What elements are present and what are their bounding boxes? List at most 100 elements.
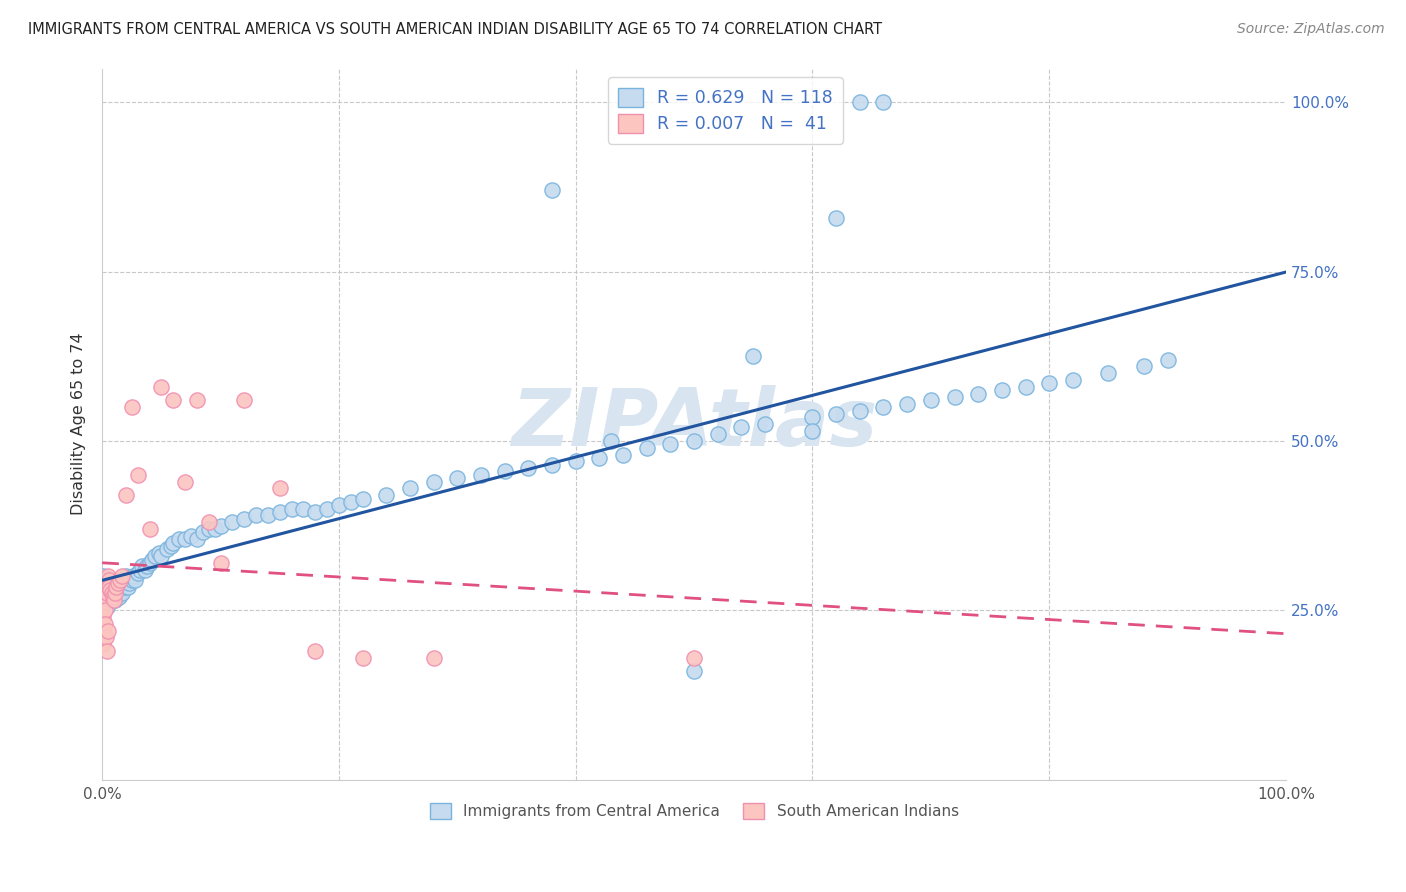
Point — [118, 576, 141, 591]
Point — [257, 508, 280, 523]
Point — [612, 448, 634, 462]
Point — [422, 475, 444, 489]
Point — [209, 556, 232, 570]
Point — [1062, 373, 1084, 387]
Point — [100, 586, 122, 600]
Point — [100, 582, 122, 597]
Point — [683, 665, 706, 679]
Point — [110, 582, 132, 597]
Point — [160, 539, 183, 553]
Point — [636, 441, 658, 455]
Point — [872, 95, 894, 110]
Point — [162, 393, 184, 408]
Point — [103, 590, 125, 604]
Point — [191, 525, 214, 540]
Point — [292, 501, 315, 516]
Point — [156, 542, 179, 557]
Point — [352, 491, 374, 506]
Point — [117, 580, 139, 594]
Point — [896, 397, 918, 411]
Point — [104, 593, 127, 607]
Point — [269, 505, 291, 519]
Point — [93, 582, 115, 597]
Point — [167, 532, 190, 546]
Point — [145, 549, 167, 563]
Point — [103, 580, 125, 594]
Point — [108, 580, 131, 594]
Point — [943, 390, 966, 404]
Point — [1133, 359, 1156, 374]
Point — [105, 580, 128, 594]
Point — [340, 495, 363, 509]
Point — [197, 522, 219, 536]
Point — [93, 580, 115, 594]
Point — [104, 586, 127, 600]
Point — [180, 529, 202, 543]
Text: Source: ZipAtlas.com: Source: ZipAtlas.com — [1237, 22, 1385, 37]
Point — [94, 582, 117, 597]
Point — [517, 461, 540, 475]
Point — [186, 393, 208, 408]
Point — [801, 410, 824, 425]
Point — [93, 603, 115, 617]
Point — [150, 380, 173, 394]
Point — [245, 508, 267, 523]
Point — [683, 650, 706, 665]
Point — [849, 95, 872, 110]
Point — [98, 580, 121, 594]
Point — [93, 590, 115, 604]
Point — [114, 580, 136, 594]
Point — [541, 458, 564, 472]
Point — [108, 586, 131, 600]
Point — [122, 569, 145, 583]
Y-axis label: Disability Age 65 to 74: Disability Age 65 to 74 — [72, 333, 86, 516]
Point — [1097, 366, 1119, 380]
Point — [825, 211, 848, 225]
Point — [97, 569, 120, 583]
Point — [93, 590, 115, 604]
Point — [101, 582, 124, 597]
Point — [825, 407, 848, 421]
Point — [221, 515, 243, 529]
Point — [849, 403, 872, 417]
Point — [93, 573, 115, 587]
Point — [162, 535, 184, 549]
Point — [730, 420, 752, 434]
Point — [96, 593, 118, 607]
Point — [115, 488, 138, 502]
Point — [94, 590, 117, 604]
Point — [138, 556, 160, 570]
Point — [150, 549, 173, 563]
Point — [124, 573, 146, 587]
Point — [93, 590, 115, 604]
Point — [107, 586, 129, 600]
Point — [233, 393, 256, 408]
Point — [141, 552, 163, 566]
Point — [100, 586, 122, 600]
Point — [967, 386, 990, 401]
Point — [683, 434, 706, 448]
Point — [991, 383, 1014, 397]
Point — [446, 471, 468, 485]
Point — [107, 590, 129, 604]
Point — [304, 644, 326, 658]
Point — [111, 586, 134, 600]
Point — [115, 569, 138, 583]
Point — [96, 586, 118, 600]
Point — [801, 424, 824, 438]
Point — [280, 501, 302, 516]
Point — [100, 593, 122, 607]
Point — [328, 499, 350, 513]
Point — [600, 434, 623, 448]
Point — [422, 650, 444, 665]
Point — [1156, 352, 1178, 367]
Point — [94, 631, 117, 645]
Point — [564, 454, 586, 468]
Point — [101, 590, 124, 604]
Legend: Immigrants from Central America, South American Indians: Immigrants from Central America, South A… — [423, 797, 965, 825]
Point — [186, 532, 208, 546]
Point — [112, 576, 135, 591]
Point — [131, 559, 153, 574]
Point — [98, 586, 121, 600]
Point — [93, 569, 115, 583]
